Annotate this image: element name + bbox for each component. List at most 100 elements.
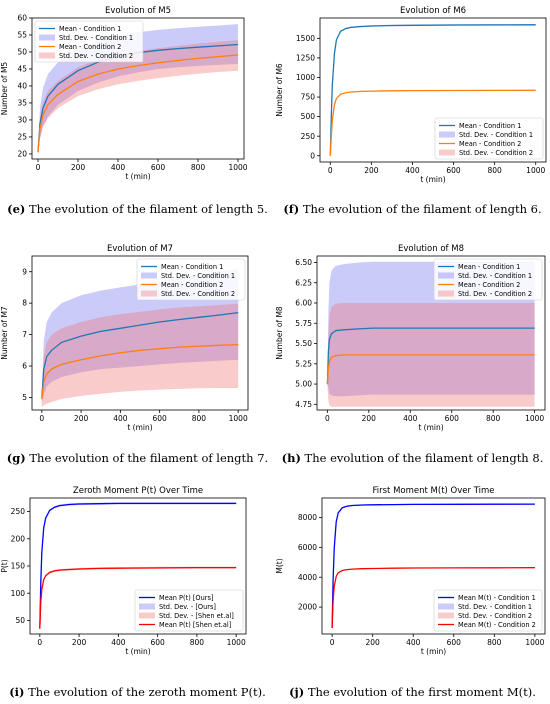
chart-4-ylabel: P(t) — [0, 559, 9, 572]
caption-h-letter: (h) — [281, 451, 301, 465]
chart-0-xtick-label: 200 — [71, 163, 86, 172]
chart-0-xlabel: t (min) — [125, 172, 150, 181]
chart-1-legend-swatch-std-dev-condition-1 — [439, 131, 455, 138]
chart-0-xtick-label: 1000 — [228, 163, 247, 172]
chart-panel-g: Evolution of M7 0 200 400 600 800 1000 5 6 7 8 9 t (… — [0, 238, 275, 473]
chart-3-ytick-label: 5.50 — [295, 339, 312, 348]
chart-2-legend-box — [136, 258, 246, 301]
chart-1-line-mean-condition-2 — [329, 89, 536, 156]
chart-0-legend-swatch-std-dev-condition-2 — [39, 52, 55, 59]
chart-4-line-mean-p-t-shen-et-al — [39, 566, 237, 629]
chart-1-legend-label-std-dev-condition-2: Std. Dev. - Condition 2 — [459, 149, 533, 157]
chart-2-title: Evolution of M7 — [107, 244, 173, 254]
chart-4-legend-label-std-dev-ours: Std. Dev. - [Ours] — [159, 603, 216, 611]
chart-1-legend-swatch-std-dev-condition-2 — [439, 149, 455, 156]
chart-5-legend-label-mean-m-t-condition-2: Mean M(t) - Condition 2 — [458, 621, 536, 629]
chart-1-ytick-label: 1250 — [296, 54, 315, 63]
chart-3-legend-label-mean-condition-1: Mean - Condition 1 — [458, 263, 520, 271]
chart-1-ytick-label: 500 — [301, 112, 316, 121]
chart-1-ylabel: Number of M6 — [275, 63, 284, 117]
chart-1-xlabel: t (min) — [420, 175, 445, 184]
caption-f: (f) The evolution of the filament of len… — [275, 202, 550, 216]
chart-1-xtick-label: 800 — [487, 166, 502, 175]
chart-1-xtick-label: 400 — [405, 166, 420, 175]
chart-4-ytick-label: 150 — [11, 562, 26, 571]
chart-4-legend: Mean P(t) [Ours]Std. Dev. - [Ours]Std. D… — [134, 589, 244, 632]
chart-5-title: First Moment M(t) Over Time — [372, 486, 494, 496]
chart-2-line-mean-condition-2 — [41, 343, 239, 400]
chart-2-legend-swatch-std-dev-condition-2 — [141, 290, 157, 297]
chart-1-legend-box — [434, 117, 544, 160]
chart-5-xlabel: t (min) — [421, 647, 446, 656]
chart-first-moment: First Moment M(t) Over Time 0 200 400 600 800… — [275, 486, 546, 656]
chart-5-ylabel: M(t) — [275, 558, 284, 573]
chart-3-xtick-label: 1000 — [525, 414, 544, 423]
caption-e: (e) The evolution of the filament of len… — [0, 202, 275, 216]
chart-3-xtick-label: 400 — [403, 414, 418, 423]
caption-i-letter: (i) — [9, 685, 25, 699]
chart-1-legend-label-mean-condition-2: Mean - Condition 2 — [459, 140, 521, 148]
chart-5-legend-swatch-std-dev-condition-1 — [438, 603, 454, 610]
chart-1-xtick-label: 600 — [446, 166, 461, 175]
chart-1-xtick-label: 200 — [364, 166, 379, 175]
chart-2-frame — [31, 255, 249, 411]
caption-j: (j) The evolution of the first moment M(… — [275, 685, 550, 699]
chart-5-xtick-label: 0 — [330, 638, 335, 647]
chart-4-ytick-label: 50 — [15, 616, 25, 625]
caption-f-text: The evolution of the filament of length … — [302, 202, 542, 216]
chart-0-legend: Mean - Condition 1 Std. Dev. - Condition … — [34, 20, 144, 63]
chart-5-line-mean-m-t-condition-1 — [331, 503, 535, 629]
chart-0-legend-label-mean-condition-1: Mean - Condition 1 — [59, 25, 121, 33]
chart-4-ytick-label: 250 — [11, 507, 26, 516]
caption-i-text: The evolution of the zeroth moment P(t). — [28, 685, 266, 699]
caption-h-text: The evolution of the filament of length … — [304, 451, 544, 465]
chart-0-legend-swatch-std-dev-condition-1 — [39, 34, 55, 41]
chart-2-xtick-label: 400 — [113, 414, 128, 423]
chart-4-xlabel: t (min) — [125, 647, 150, 656]
caption-f-letter: (f) — [283, 202, 300, 216]
chart-3-xtick-label: 800 — [486, 414, 501, 423]
chart-4-ytick-label: 200 — [11, 534, 26, 543]
chart-2-ytick-label: 7 — [22, 330, 27, 339]
caption-h: (h) The evolution of the filament of len… — [275, 451, 550, 465]
chart-4-xtick-label: 200 — [72, 638, 87, 647]
chart-4-legend-label-mean-p-t-ours: Mean P(t) [Ours] — [159, 594, 214, 602]
chart-3-legend-label-std-dev-condition-2: Std. Dev. - Condition 2 — [458, 290, 532, 298]
caption-e-letter: (e) — [7, 202, 26, 216]
chart-5-ytick-label: 6000 — [298, 543, 317, 552]
chart-3-xtick-label: 0 — [325, 414, 330, 423]
chart-0-title: Evolution of M5 — [105, 6, 171, 16]
chart-1-xtick-label: 1000 — [526, 166, 545, 175]
chart-0-ytick-label: 20 — [17, 150, 27, 159]
chart-2-band-std-dev-condition-1 — [41, 268, 239, 404]
chart-0-ytick-label: 55 — [17, 31, 27, 40]
chart-1-ytick-label: 1000 — [296, 73, 315, 82]
chart-0-ytick-label: 35 — [17, 99, 27, 108]
chart-4-xtick-label: 1000 — [227, 638, 246, 647]
chart-4-legend-swatch-std-dev-ours — [139, 603, 155, 610]
chart-3-ytick-label: 5.75 — [295, 319, 312, 328]
chart-4-legend-box — [134, 589, 244, 632]
chart-3-legend-swatch-std-dev-condition-2 — [438, 290, 454, 297]
chart-3-ytick-label: 6.25 — [295, 278, 312, 287]
chart-5-xtick-label: 1000 — [525, 638, 544, 647]
chart-4-xtick-label: 800 — [190, 638, 205, 647]
chart-panel-f: Evolution of M6 0 200 400 600 800 1000 0 250 500 7… — [275, 0, 550, 235]
chart-zeroth-moment: Zeroth Moment P(t) Over Time 0 200 400 600 80… — [0, 486, 247, 656]
chart-4-legend-label-mean-p-t-shen-et-al: Mean P(t) [Shen et.al] — [159, 621, 231, 629]
chart-5-xtick-label: 200 — [366, 638, 381, 647]
chart-panel-h: Evolution of M8 0 200 400 600 800 1000 4.75 5.00… — [275, 238, 550, 473]
chart-5-xtick-label: 600 — [447, 638, 462, 647]
chart-2-ytick-label: 8 — [22, 299, 27, 308]
chart-5-legend-label-std-dev-condition-1: Std. Dev. - Condition 1 — [458, 603, 532, 611]
chart-panel-i: Zeroth Moment P(t) Over Time 0 200 400 600 80… — [0, 484, 275, 704]
chart-3-ylabel: Number of M8 — [275, 306, 284, 360]
chart-5-legend-box — [433, 589, 543, 632]
chart-1-ytick-label: 250 — [301, 132, 316, 141]
chart-2-legend-swatch-std-dev-condition-1 — [141, 272, 157, 279]
chart-1-line-mean-condition-1 — [329, 24, 536, 156]
chart-1-ytick-label: 750 — [301, 93, 316, 102]
chart-0-legend-label-std-dev-condition-2: Std. Dev. - Condition 2 — [59, 52, 133, 60]
chart-0-ylabel: Number of M5 — [0, 62, 9, 116]
chart-0-xtick-label: 400 — [111, 163, 126, 172]
